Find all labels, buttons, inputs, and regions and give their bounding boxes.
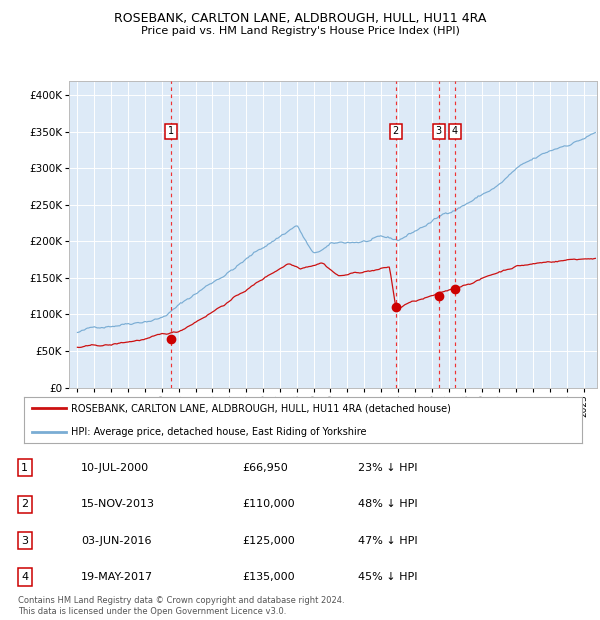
Text: 19-MAY-2017: 19-MAY-2017 xyxy=(81,572,153,582)
Text: £66,950: £66,950 xyxy=(242,463,288,472)
Text: 3: 3 xyxy=(21,536,28,546)
Text: 10-JUL-2000: 10-JUL-2000 xyxy=(81,463,149,472)
Text: Price paid vs. HM Land Registry's House Price Index (HPI): Price paid vs. HM Land Registry's House … xyxy=(140,26,460,36)
Text: ROSEBANK, CARLTON LANE, ALDBROUGH, HULL, HU11 4RA (detached house): ROSEBANK, CARLTON LANE, ALDBROUGH, HULL,… xyxy=(71,404,451,414)
Text: 1: 1 xyxy=(167,126,174,136)
Text: 23% ↓ HPI: 23% ↓ HPI xyxy=(358,463,417,472)
Text: 2: 2 xyxy=(392,126,399,136)
Text: 15-NOV-2013: 15-NOV-2013 xyxy=(81,499,155,509)
Text: 4: 4 xyxy=(21,572,28,582)
Text: 48% ↓ HPI: 48% ↓ HPI xyxy=(358,499,417,509)
Text: £110,000: £110,000 xyxy=(242,499,295,509)
Text: 2: 2 xyxy=(21,499,28,509)
Text: 47% ↓ HPI: 47% ↓ HPI xyxy=(358,536,417,546)
Text: 4: 4 xyxy=(452,126,458,136)
Text: ROSEBANK, CARLTON LANE, ALDBROUGH, HULL, HU11 4RA: ROSEBANK, CARLTON LANE, ALDBROUGH, HULL,… xyxy=(114,12,486,25)
Text: HPI: Average price, detached house, East Riding of Yorkshire: HPI: Average price, detached house, East… xyxy=(71,427,367,436)
Text: 3: 3 xyxy=(436,126,442,136)
Text: 03-JUN-2016: 03-JUN-2016 xyxy=(81,536,152,546)
Text: £125,000: £125,000 xyxy=(242,536,295,546)
Text: Contains HM Land Registry data © Crown copyright and database right 2024.
This d: Contains HM Land Registry data © Crown c… xyxy=(18,596,344,616)
Text: 1: 1 xyxy=(21,463,28,472)
Text: 45% ↓ HPI: 45% ↓ HPI xyxy=(358,572,417,582)
Text: £135,000: £135,000 xyxy=(242,572,295,582)
